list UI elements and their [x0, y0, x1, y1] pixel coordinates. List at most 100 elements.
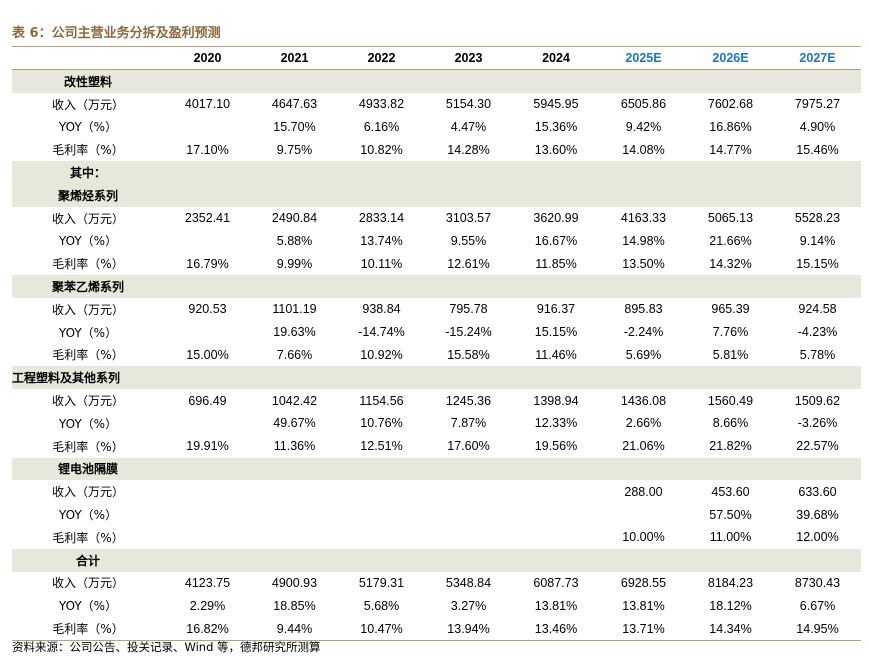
- section-blank-cell: [425, 183, 512, 207]
- value-cell: 3620.99: [533, 211, 579, 226]
- col-2020: 2020: [164, 47, 251, 70]
- value-cell: 9.99%: [276, 256, 313, 271]
- value-cell: 7.66%: [276, 347, 313, 362]
- table-row: YOY（%） 15.70% 6.16% 4.47% 15.36% 9.42% 16.86% 4…: [12, 116, 861, 139]
- value-cell: 920.53: [188, 302, 227, 317]
- value-cell: 1560.49: [707, 393, 754, 408]
- section-blank-cell: [164, 366, 251, 390]
- value-cell: [512, 526, 600, 549]
- section-blank-cell: [425, 366, 512, 390]
- section-blank-cell: [600, 366, 687, 390]
- value-cell: 11.36%: [273, 439, 316, 454]
- row-label: YOY（%）: [58, 120, 118, 135]
- col-2025e: 2025E: [600, 47, 687, 70]
- value-cell: 2.29%: [189, 598, 226, 613]
- value-cell: -4.23%: [797, 325, 838, 340]
- section-blank-cell: [338, 161, 425, 184]
- value-cell: 4163.33: [620, 211, 667, 226]
- value-cell: 8.66%: [712, 416, 749, 431]
- value-cell: 4933.82: [358, 97, 405, 112]
- value-cell: 9.55%: [450, 233, 487, 248]
- value-cell: 895.83: [624, 302, 663, 317]
- value-cell: [164, 116, 251, 139]
- value-cell: 6928.55: [620, 575, 667, 590]
- section-blank-cell: [600, 275, 687, 298]
- value-cell: 57.50%: [709, 507, 752, 522]
- value-cell: 18.85%: [273, 598, 316, 613]
- value-cell: [164, 526, 251, 549]
- value-cell: 7.76%: [712, 325, 749, 340]
- value-cell: 4123.75: [184, 575, 231, 590]
- section-blank-cell: [251, 457, 338, 481]
- section-blank-cell: [687, 366, 774, 390]
- section-header: 聚苯乙烯系列: [12, 275, 861, 298]
- value-cell: 12.33%: [534, 416, 578, 431]
- row-label: 毛利率（%）: [52, 257, 124, 272]
- row-label: 收入（万元）: [51, 97, 124, 112]
- header-row: 2020 2021 2022 2023 2024 2025E 2026E 202…: [12, 47, 861, 70]
- row-label: YOY（%）: [58, 508, 118, 523]
- value-cell: 6.16%: [363, 119, 400, 134]
- section-header: 锂电池隔膜: [12, 457, 861, 481]
- value-cell: 15.00%: [186, 347, 229, 362]
- section-blank-cell: [687, 548, 774, 572]
- section-blank-cell: [600, 161, 687, 184]
- value-cell: 8730.43: [794, 575, 841, 590]
- value-cell: [512, 503, 600, 526]
- value-cell: 7975.27: [794, 97, 841, 112]
- section-blank-cell: [600, 457, 687, 481]
- value-cell: 15.46%: [796, 142, 839, 157]
- section-blank-cell: [425, 161, 512, 184]
- value-cell: 5065.13: [707, 211, 754, 226]
- table-row: 毛利率（%） 16.82% 9.44% 10.47% 13.94% 13.46% 13.71…: [12, 617, 861, 641]
- table-row: 毛利率（%） 15.00% 7.66% 10.92% 15.58% 11.46% 5.69%…: [12, 344, 861, 367]
- section-header: 其中：: [12, 161, 861, 184]
- value-cell: 288.00: [624, 484, 663, 499]
- value-cell: 12.00%: [796, 530, 839, 545]
- row-label: YOY（%）: [58, 599, 118, 614]
- section-blank-cell: [425, 457, 512, 481]
- value-cell: 10.92%: [360, 347, 403, 362]
- value-cell: 13.50%: [622, 256, 665, 271]
- value-cell: [164, 503, 251, 526]
- value-cell: 15.58%: [447, 347, 490, 362]
- section-blank-cell: [687, 68, 774, 93]
- value-cell: 13.81%: [622, 598, 665, 613]
- section-blank-cell: [687, 457, 774, 481]
- value-cell: -3.26%: [797, 416, 838, 431]
- value-cell: 5348.84: [445, 575, 492, 590]
- section-label: 其中：: [12, 161, 164, 184]
- section-blank-cell: [512, 183, 600, 207]
- value-cell: 11.00%: [709, 530, 752, 545]
- section-blank-cell: [774, 68, 861, 93]
- value-cell: [164, 230, 251, 253]
- value-cell: 1154.56: [359, 393, 404, 408]
- value-cell: 14.77%: [709, 142, 752, 157]
- table-row: 收入（万元） 4017.10 4647.63 4933.82 5154.30 5945.9…: [12, 93, 861, 116]
- value-cell: 14.34%: [687, 617, 774, 641]
- value-cell: [251, 503, 338, 526]
- section-blank-cell: [338, 275, 425, 298]
- value-cell: 2.66%: [625, 416, 662, 431]
- value-cell: 22.57%: [796, 439, 839, 454]
- section-blank-cell: [687, 161, 774, 184]
- value-cell: 5.69%: [625, 347, 662, 362]
- value-cell: 4647.63: [271, 97, 318, 112]
- section-header: 工程塑料及其他系列: [12, 366, 861, 390]
- value-cell: 14.28%: [447, 142, 490, 157]
- section-blank-cell: [774, 366, 861, 390]
- section-blank-cell: [164, 68, 251, 93]
- value-cell: 13.94%: [425, 617, 512, 641]
- section-blank-cell: [251, 68, 338, 93]
- value-cell: 15.15%: [534, 325, 578, 340]
- value-cell: 16.82%: [164, 617, 251, 641]
- section-blank-cell: [338, 548, 425, 572]
- value-cell: [164, 321, 251, 344]
- section-blank-cell: [512, 68, 600, 93]
- section-blank-cell: [774, 161, 861, 184]
- value-cell: 18.12%: [709, 598, 752, 613]
- value-cell: 8184.23: [707, 575, 754, 590]
- section-blank-cell: [425, 68, 512, 93]
- value-cell: [338, 526, 425, 549]
- value-cell: 2490.84: [271, 211, 318, 226]
